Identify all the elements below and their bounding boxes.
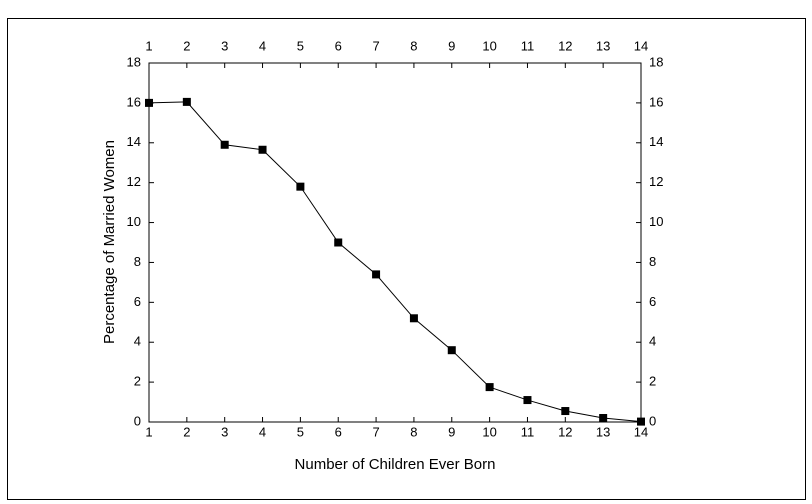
x-tick-label: 13 [596,424,610,439]
marker [599,414,608,423]
x-tick-label-top: 13 [596,38,610,53]
y-tick-label: 8 [134,254,141,269]
marker [485,383,494,392]
x-tick-label: 11 [521,424,535,439]
x-tick-label: 14 [634,424,648,439]
x-tick-label: 7 [372,424,379,439]
x-tick-label-top: 6 [335,38,342,53]
y-axis-title: Percentage of Married Women [101,140,118,344]
series-line [148,101,642,423]
marker [409,314,418,323]
marker [296,182,305,191]
x-tick-label-top: 14 [634,38,648,53]
y-tick-label-right: 6 [649,294,656,309]
y-tick-label-right: 18 [649,54,663,69]
marker [447,346,456,355]
x-tick-label-top: 3 [221,38,228,53]
marker [182,97,191,106]
y-tick-label: 6 [134,294,141,309]
y-tick-label: 16 [127,94,141,109]
y-tick-label-right: 4 [649,334,656,349]
x-tick-label: 3 [221,424,228,439]
marker [258,145,267,154]
y-tick-label-right: 0 [649,413,656,428]
x-tick-label-top: 4 [259,38,266,53]
y-tick-label: 14 [127,134,141,149]
x-tick-label-top: 5 [297,38,304,53]
y-tick-label-right: 16 [649,94,663,109]
marker [372,270,381,279]
y-tick-label-right: 10 [649,214,663,229]
x-tick-label: 6 [335,424,342,439]
figure-border [7,18,806,500]
y-tick-label: 18 [127,54,141,69]
x-tick-label: 5 [297,424,304,439]
marker [561,407,570,416]
y-tick-label: 10 [127,214,141,229]
x-tick-label-top: 10 [482,38,496,53]
marker [637,417,645,426]
x-tick-label: 10 [482,424,496,439]
y-tick-label-right: 2 [649,374,656,389]
x-tick-label: 4 [259,424,266,439]
y-tick-label: 2 [134,374,141,389]
x-axis-title: Number of Children Ever Born [295,456,496,473]
x-tick-label-top: 12 [558,38,572,53]
x-tick-label-top: 11 [521,38,535,53]
x-tick-label: 8 [410,424,417,439]
marker [220,140,229,149]
x-tick-label-top: 9 [448,38,455,53]
y-tick-label: 0 [134,413,141,428]
x-tick-label: 2 [183,424,190,439]
y-tick-label-right: 8 [649,254,656,269]
x-tick-label-top: 1 [145,38,152,53]
x-tick-label: 9 [448,424,455,439]
x-tick-label: 1 [145,424,152,439]
marker [145,98,153,107]
x-tick-label-top: 7 [372,38,379,53]
marker [334,238,343,247]
y-tick-label: 12 [127,174,141,189]
marker [523,396,532,405]
y-tick-label-right: 12 [649,174,663,189]
plot-frame [148,62,642,423]
x-tick-label-top: 8 [410,38,417,53]
x-tick-label: 12 [558,424,572,439]
y-tick-label: 4 [134,334,141,349]
y-tick-label-right: 14 [649,134,663,149]
x-tick-label-top: 2 [183,38,190,53]
